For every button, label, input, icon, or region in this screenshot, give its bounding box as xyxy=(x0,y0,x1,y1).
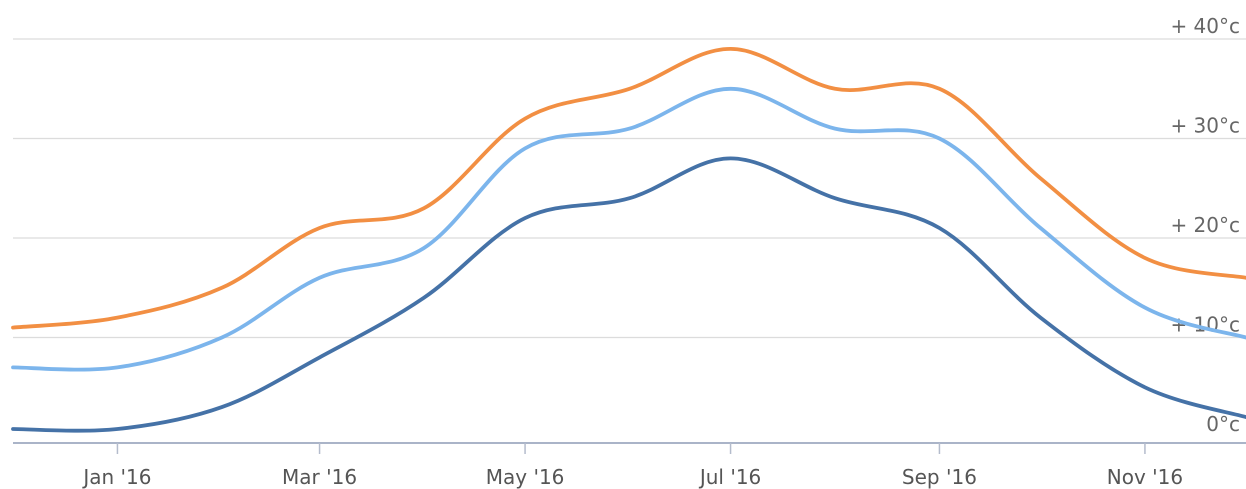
x-tick-label: Mar '16 xyxy=(282,465,357,489)
x-tick-label: Jul '16 xyxy=(698,465,761,489)
x-tick-label: Jan '16 xyxy=(81,465,151,489)
series-line-1 xyxy=(11,47,1246,330)
x-axis-tick-labels: Jan '16 Mar '16 May '16 Jul '16 Sep '16 Nov '… xyxy=(81,465,1183,489)
x-axis xyxy=(13,442,1246,454)
y-tick-label: + 20°c xyxy=(1170,213,1240,237)
x-tick-label: Sep '16 xyxy=(902,465,977,489)
y-axis-tick-labels: 0°c+ 10°c+ 20°c+ 30°c+ 40°c xyxy=(1170,14,1240,436)
y-tick-label: + 30°c xyxy=(1170,114,1240,138)
y-tick-label: + 40°c xyxy=(1170,14,1240,38)
x-tick-label: May '16 xyxy=(486,465,565,489)
series-lines xyxy=(11,47,1246,433)
x-tick-label: Nov '16 xyxy=(1107,465,1183,489)
series-line-3 xyxy=(11,156,1246,433)
gridlines xyxy=(13,38,1246,339)
series-line-2 xyxy=(11,86,1246,372)
